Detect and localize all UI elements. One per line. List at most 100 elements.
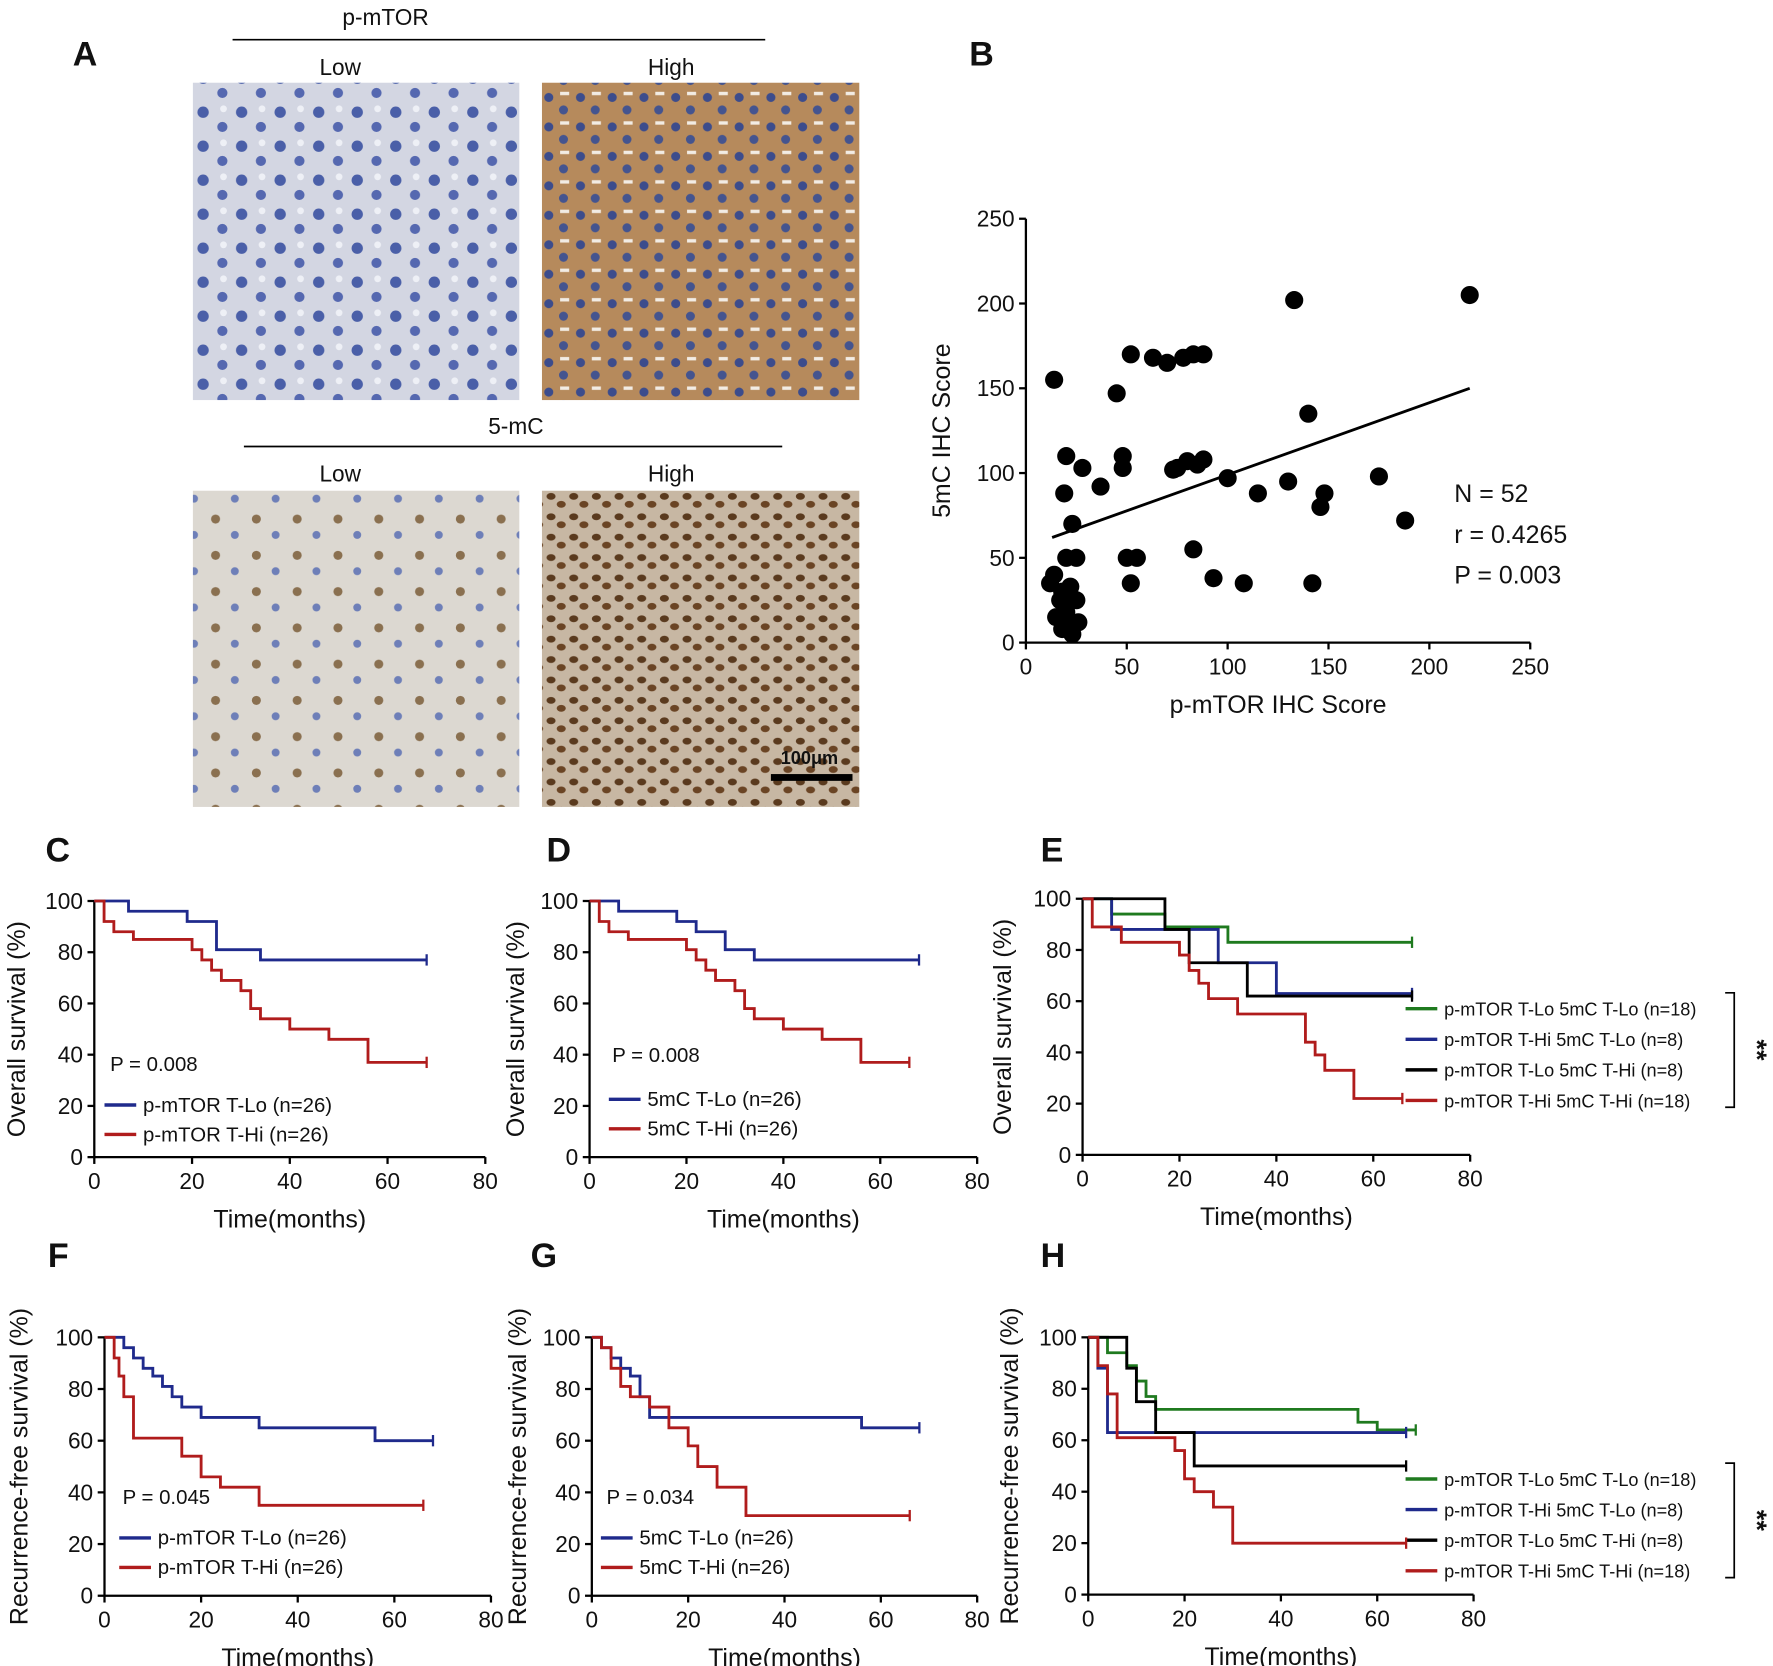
y-tick-label: 100 [45, 888, 83, 914]
significance: ** [1742, 1510, 1773, 1532]
y-tick-label: 200 [977, 290, 1015, 316]
column-label: High [648, 461, 695, 487]
point [1143, 348, 1163, 367]
survival-curve [1088, 1335, 1416, 1432]
y-tick-label: 40 [555, 1479, 580, 1505]
x-tick-label: 60 [375, 1168, 400, 1194]
legend-label: p-mTOR T-Hi 5mC T-Hi (n=18) [1444, 1091, 1690, 1111]
point [1303, 574, 1322, 593]
y-tick-label: 20 [1046, 1091, 1071, 1117]
scale-bar [770, 774, 853, 781]
y-tick-label: 150 [977, 375, 1015, 401]
point [1053, 619, 1072, 639]
x-tick-label: 20 [1172, 1605, 1197, 1631]
y-tick-label: 100 [1033, 886, 1071, 912]
point [1369, 467, 1388, 486]
x-tick-label: 80 [965, 1168, 990, 1194]
legend-label: 5mC T-Hi (n=26) [647, 1119, 798, 1141]
survival-curve [591, 1335, 920, 1430]
survival-curve [591, 1335, 910, 1518]
y-tick-label: 80 [1046, 937, 1071, 963]
y-tick-label: 60 [1046, 988, 1071, 1014]
panel-letter: F [48, 1237, 69, 1275]
y-tick-label: 80 [553, 939, 578, 965]
y-axis-label: Overall survival (%) [3, 921, 31, 1137]
survival-curve [1088, 1335, 1407, 1545]
panel-letter: E [1041, 831, 1064, 869]
point [1045, 370, 1064, 389]
y-tick-label: 40 [58, 1042, 83, 1068]
survival-curve [589, 899, 920, 962]
x-tick-label: 0 [583, 1168, 596, 1194]
y-tick-label: 100 [543, 1324, 581, 1350]
y-tick-label: 80 [68, 1376, 93, 1402]
y-tick-label: 20 [555, 1531, 580, 1557]
point [1107, 384, 1126, 403]
y-axis-label: Recurrence-free survival (%) [5, 1308, 33, 1625]
x-tick-label: 0 [1076, 1166, 1089, 1192]
x-tick-label: 60 [1361, 1166, 1386, 1192]
legend-label: p-mTOR T-Hi (n=26) [143, 1124, 329, 1146]
x-tick-label: 80 [965, 1606, 990, 1632]
point [1204, 569, 1223, 588]
bracket [1725, 1462, 1736, 1579]
y-tick-label: 0 [81, 1583, 94, 1609]
x-tick-label: 40 [771, 1168, 796, 1194]
y-axis-label: Recurrence-free survival (%) [996, 1307, 1024, 1624]
column-label: High [648, 54, 695, 80]
y-tick-label: 40 [1052, 1479, 1077, 1505]
point [1460, 285, 1479, 305]
point [1113, 458, 1132, 478]
significance: ** [1742, 1039, 1773, 1061]
y-axis-label: Overall survival (%) [502, 921, 530, 1137]
x-tick-label: 80 [1461, 1605, 1486, 1631]
point [1194, 345, 1213, 364]
panel-letter: H [1041, 1237, 1066, 1275]
survival-curve [1082, 897, 1413, 944]
survival-curve [589, 899, 910, 1064]
legend-label: p-mTOR T-Lo 5mC T-Hi (n=8) [1444, 1061, 1683, 1081]
x-tick-label: 20 [1167, 1166, 1192, 1192]
x-tick-label: 20 [676, 1606, 701, 1632]
legend-label: p-mTOR T-Lo 5mC T-Hi (n=8) [1444, 1531, 1683, 1551]
fit-line [1051, 386, 1471, 539]
panel-letter: B [969, 36, 994, 74]
point [1057, 447, 1076, 466]
x-tick-label: 0 [586, 1606, 599, 1632]
legend-label: 5mC T-Lo (n=26) [639, 1528, 793, 1550]
marker-label: 5-mC [488, 413, 543, 439]
y-tick-label: 20 [58, 1093, 83, 1119]
y-tick-label: 0 [566, 1144, 579, 1170]
y-tick-label: 50 [989, 545, 1014, 571]
scale-label: 100μm [781, 748, 838, 768]
legend-label: p-mTOR T-Hi 5mC T-Lo (n=8) [1444, 1500, 1683, 1520]
x-axis-label: Time(months) [221, 1644, 374, 1666]
point [1194, 450, 1213, 469]
y-tick-label: 0 [1064, 1582, 1077, 1608]
y-tick-label: 60 [555, 1428, 580, 1454]
point [1057, 603, 1076, 622]
y-tick-label: 100 [977, 460, 1015, 486]
x-tick-label: 20 [674, 1168, 699, 1194]
point [1121, 345, 1140, 364]
y-tick-label: 60 [553, 990, 578, 1016]
legend-label: p-mTOR T-Hi 5mC T-Hi (n=18) [1444, 1562, 1690, 1582]
y-tick-label: 40 [553, 1042, 578, 1068]
point [1248, 484, 1267, 503]
y-tick-label: 100 [1039, 1324, 1077, 1350]
x-tick-label: 20 [189, 1606, 214, 1632]
point [1299, 404, 1318, 423]
y-tick-label: 40 [68, 1479, 93, 1505]
point [1041, 574, 1060, 593]
x-tick-label: 40 [772, 1606, 797, 1632]
x-axis-label: Time(months) [708, 1644, 861, 1666]
x-tick-label: 50 [1114, 653, 1139, 679]
x-tick-label: 250 [1511, 653, 1549, 679]
y-tick-label: 100 [55, 1324, 93, 1350]
point [1184, 540, 1203, 559]
column-label: Low [319, 461, 361, 487]
annotation: P = 0.008 [612, 1045, 700, 1067]
panel-a: A p-mTOR Low High 5-mC Low High 100μm [73, 4, 860, 807]
y-tick-label: 20 [68, 1531, 93, 1557]
legend-label: p-mTOR T-Hi 5mC T-Lo (n=8) [1444, 1030, 1683, 1050]
